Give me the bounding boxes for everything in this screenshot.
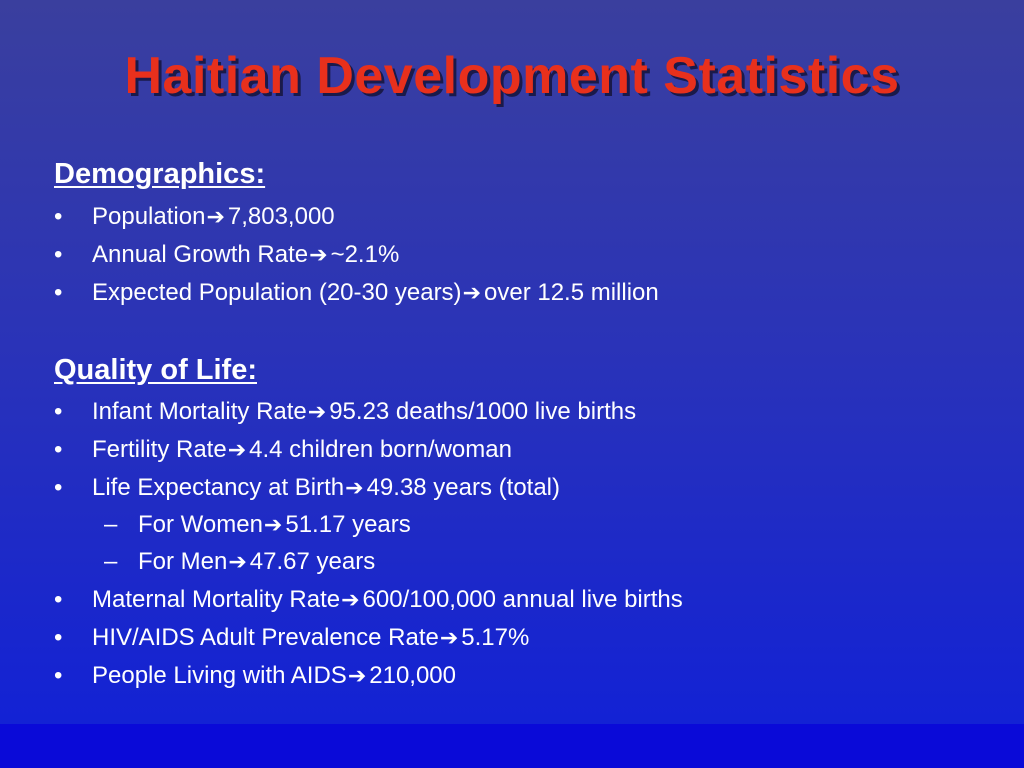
right-arrow-icon: ➔ bbox=[227, 437, 247, 462]
list-item-life-expectancy: • Life Expectancy at Birth ➔ 49.38 years… bbox=[54, 474, 560, 502]
footer-band bbox=[0, 724, 1024, 768]
list-item-maternal-mortality-rate: • Maternal Mortality Rate ➔ 600/100,000 … bbox=[54, 586, 683, 614]
item-value: 600/100,000 annual live births bbox=[362, 586, 683, 613]
item-label: People Living with AIDS bbox=[92, 662, 347, 689]
sub-bullet: – bbox=[104, 548, 118, 575]
item-value: 95.23 deaths/1000 live births bbox=[329, 398, 637, 425]
item-label: Infant Mortality Rate bbox=[92, 398, 307, 425]
right-arrow-icon: ➔ bbox=[341, 587, 360, 612]
list-item-people-living-with-aids: • People Living with AIDS ➔ 210,000 bbox=[54, 662, 456, 690]
sub-bullet: – bbox=[104, 511, 118, 538]
section-heading-quality-of-life: Quality of Life: bbox=[54, 354, 257, 386]
item-label: Life Expectancy at Birth bbox=[92, 474, 345, 501]
bullet: • bbox=[54, 436, 63, 463]
bullet: • bbox=[54, 586, 63, 613]
item-label: For Women bbox=[138, 511, 263, 538]
bullet: • bbox=[54, 662, 63, 689]
right-arrow-icon: ➔ bbox=[347, 663, 367, 688]
list-item-infant-mortality-rate: • Infant Mortality Rate ➔ 95.23 deaths/1… bbox=[54, 398, 636, 426]
list-item-fertility-rate: • Fertility Rate ➔ 4.4 children born/wom… bbox=[54, 436, 512, 464]
right-arrow-icon: ➔ bbox=[263, 512, 283, 537]
item-value: 4.4 children born/woman bbox=[249, 436, 512, 463]
list-item-population: • Population ➔ 7,803,000 bbox=[54, 203, 335, 231]
item-value: 5.17% bbox=[461, 624, 530, 651]
bullet: • bbox=[54, 279, 63, 306]
item-label: For Men bbox=[138, 548, 228, 575]
bullet: • bbox=[54, 241, 63, 268]
item-label: HIV/AIDS Adult Prevalence Rate bbox=[92, 624, 439, 651]
item-label: Population bbox=[92, 203, 206, 230]
list-subitem-for-men: – For Men ➔ 47.67 years bbox=[104, 548, 375, 576]
section-heading-demographics: Demographics: bbox=[54, 158, 266, 190]
bullet: • bbox=[54, 398, 63, 425]
item-label: Annual Growth Rate bbox=[92, 241, 309, 268]
item-value: 210,000 bbox=[369, 662, 457, 689]
item-value: 51.17 years bbox=[285, 511, 411, 538]
list-item-annual-growth-rate: • Annual Growth Rate ➔ ~2.1% bbox=[54, 241, 399, 269]
item-label: Maternal Mortality Rate bbox=[92, 586, 341, 613]
item-label: Expected Population (20-30 years) bbox=[92, 279, 462, 306]
right-arrow-icon: ➔ bbox=[439, 625, 459, 650]
right-arrow-icon: ➔ bbox=[462, 280, 481, 305]
right-arrow-icon: ➔ bbox=[228, 549, 247, 574]
slide-title: Haitian Development Statistics bbox=[124, 47, 900, 105]
bullet: • bbox=[54, 624, 63, 651]
right-arrow-icon: ➔ bbox=[309, 242, 328, 267]
bullet: • bbox=[54, 474, 63, 501]
item-value: ~2.1% bbox=[330, 241, 400, 268]
bullet: • bbox=[54, 203, 63, 230]
list-subitem-for-women: – For Women ➔ 51.17 years bbox=[104, 511, 411, 539]
item-value: 7,803,000 bbox=[227, 203, 335, 230]
item-label: Fertility Rate bbox=[92, 436, 227, 463]
item-value: over 12.5 million bbox=[484, 279, 659, 306]
item-value: 47.67 years bbox=[249, 548, 376, 575]
item-value: 49.38 years (total) bbox=[366, 474, 561, 501]
list-item-hiv-aids-prevalence: • HIV/AIDS Adult Prevalence Rate ➔ 5.17% bbox=[54, 624, 529, 652]
right-arrow-icon: ➔ bbox=[345, 475, 364, 500]
right-arrow-icon: ➔ bbox=[206, 204, 225, 229]
list-item-expected-population: • Expected Population (20-30 years) ➔ ov… bbox=[54, 279, 659, 307]
right-arrow-icon: ➔ bbox=[307, 399, 327, 424]
